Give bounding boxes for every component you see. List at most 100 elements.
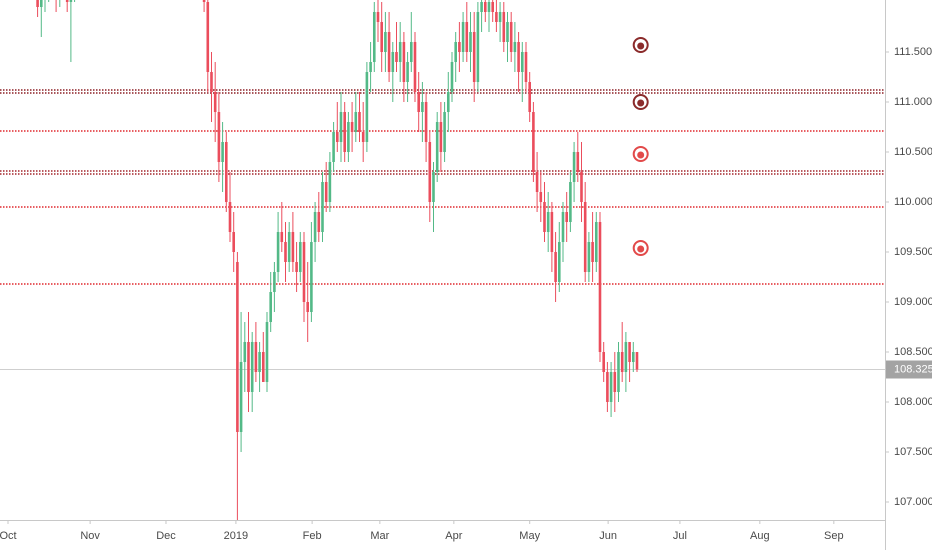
candle (65, 0, 69, 12)
marker-dot (637, 151, 645, 159)
candle-body (69, 0, 73, 2)
candle (498, 1, 502, 42)
candle (276, 212, 280, 282)
candle-body (284, 242, 287, 262)
candle (243, 322, 247, 392)
candle (580, 142, 583, 222)
candle-body (569, 182, 572, 222)
y-tick-label: 111.500 (894, 46, 932, 58)
candle-body (258, 352, 261, 372)
candle (432, 162, 435, 232)
candle-body (524, 52, 528, 82)
candle-body (543, 202, 546, 232)
x-tick-label: Jun (599, 530, 617, 542)
candle (213, 62, 217, 142)
candle-body (613, 372, 617, 392)
candle (543, 182, 546, 242)
x-tick-label: 2019 (224, 530, 248, 542)
candle-body (217, 112, 221, 162)
candle-body (39, 0, 43, 7)
candle (36, 0, 39, 17)
candle-body (631, 352, 635, 362)
candle-body (572, 152, 576, 182)
candle (295, 242, 298, 292)
candle-body (413, 42, 417, 92)
candle-body (347, 122, 350, 152)
candle-body (354, 112, 358, 132)
candle (313, 202, 317, 262)
y-tick-label: 108.500 (894, 346, 932, 358)
candle-body (339, 112, 343, 142)
candle (317, 192, 321, 242)
candle (406, 52, 409, 102)
candle-body (239, 362, 243, 432)
candle-body (483, 1, 487, 12)
candle (335, 102, 339, 152)
candle-body (546, 212, 550, 232)
candle (620, 322, 624, 382)
candle-body (202, 0, 206, 2)
candle-body (287, 232, 291, 262)
candle (439, 102, 443, 172)
candle (591, 212, 594, 282)
marker-dot (637, 245, 645, 253)
candle-body (617, 352, 620, 392)
candle (557, 222, 561, 292)
candle-body (280, 232, 284, 242)
candle (258, 342, 261, 392)
candle-body (535, 172, 539, 192)
candle-body (509, 22, 513, 52)
candle-body (532, 112, 535, 172)
candle-body (606, 372, 609, 402)
candle (221, 122, 224, 192)
candle (594, 212, 598, 272)
candle (483, 0, 487, 22)
candle (247, 312, 250, 412)
candle (617, 342, 620, 402)
last-price-label: 108.325 (894, 363, 932, 375)
candle (361, 102, 365, 162)
candle (239, 312, 243, 452)
candle (306, 262, 309, 342)
candle-body (469, 32, 472, 52)
candle-body (421, 102, 424, 112)
candle (324, 162, 328, 212)
candle-body (628, 342, 631, 362)
candle-body (306, 302, 309, 312)
candle-body (443, 112, 446, 152)
candle-body (583, 202, 587, 272)
candle (372, 1, 376, 72)
candle-body (446, 92, 450, 112)
candle (343, 102, 346, 162)
candle-body (206, 1, 210, 72)
candle-body (36, 0, 39, 7)
candle-body (439, 122, 443, 152)
candle (613, 352, 617, 412)
candle-body (472, 32, 476, 82)
candle-body (324, 182, 328, 202)
x-tick-label: Feb (303, 530, 322, 542)
candle (535, 152, 539, 212)
candle-body (406, 62, 409, 82)
candle (569, 172, 572, 232)
candle (310, 222, 313, 322)
candle (265, 312, 269, 392)
candle (298, 232, 302, 282)
candle (39, 0, 43, 37)
candle-body (358, 112, 361, 132)
candle (55, 0, 57, 12)
candle-body (372, 12, 376, 62)
candle-body (210, 72, 213, 92)
candle (443, 102, 446, 162)
x-tick-label: May (519, 530, 540, 542)
candle (472, 12, 476, 102)
candle-body (213, 92, 217, 112)
x-tick-label: Nov (80, 530, 100, 542)
candle (384, 12, 387, 72)
candle-body (369, 62, 372, 72)
candle (602, 342, 605, 382)
candle (487, 0, 491, 32)
candle (572, 142, 576, 202)
candle (554, 232, 557, 302)
last-price-box (886, 360, 932, 379)
